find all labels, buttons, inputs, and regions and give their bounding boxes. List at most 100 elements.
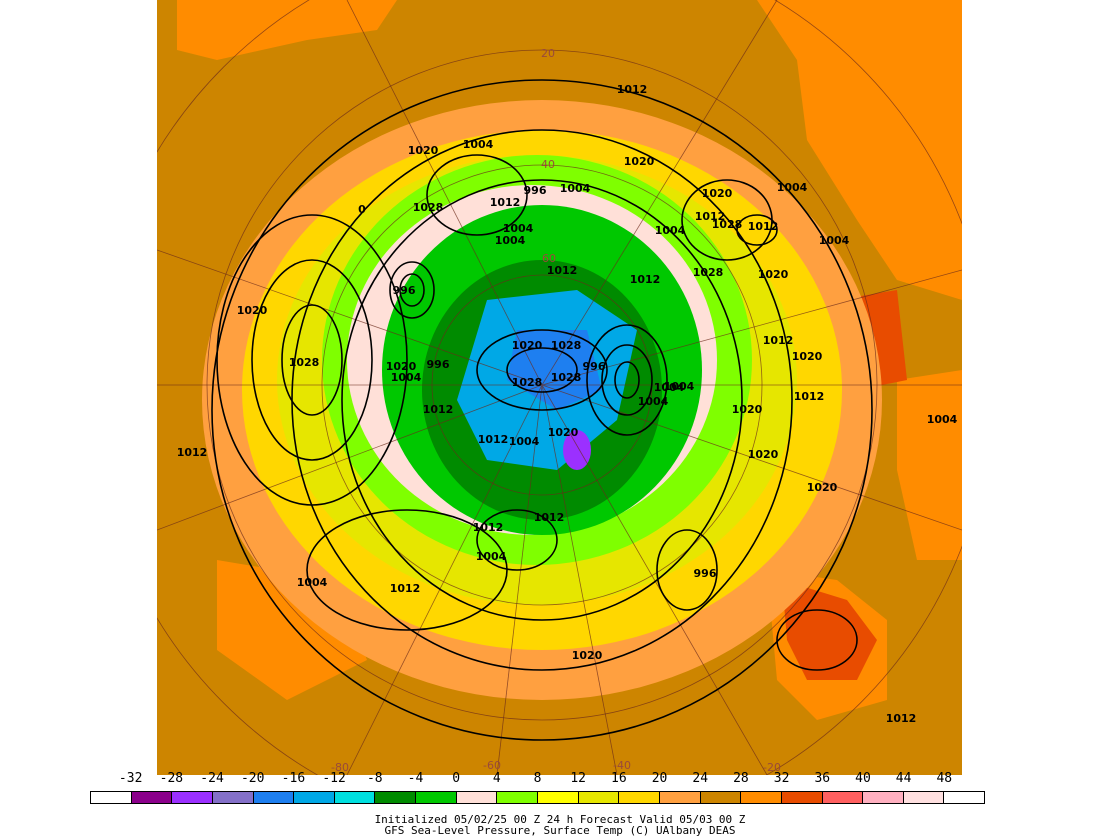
colorbar-swatch xyxy=(294,792,335,803)
contour-label: 1020 xyxy=(758,268,789,281)
contour-label: 996 xyxy=(427,358,450,371)
contour-label: 1012 xyxy=(473,521,504,534)
colorbar-swatch xyxy=(700,792,742,803)
contour-label: 1012 xyxy=(478,433,509,446)
contour-label: 1012 xyxy=(794,390,825,403)
contour-label: 1028 xyxy=(712,218,743,231)
contour-label: 1004 xyxy=(927,413,958,426)
contour-label: 1004 xyxy=(560,182,591,195)
colorbar-swatch xyxy=(538,792,579,803)
contour-label: 1020 xyxy=(732,403,763,416)
latitude-label: -80 xyxy=(331,761,349,774)
colorbar-swatch xyxy=(903,792,945,803)
colorbar-swatch xyxy=(863,792,904,803)
contour-label: 1012 xyxy=(630,273,661,286)
colorbar-swatch xyxy=(416,792,457,803)
temperature-field-colder xyxy=(507,330,602,410)
contour-label: 996 xyxy=(393,284,416,297)
contour-label: 1020 xyxy=(624,155,655,168)
latitude-labels: 20 40 60 -80 -60 -40 -20 xyxy=(331,47,781,774)
colorbar-swatch xyxy=(741,792,782,803)
contour-label: 1004 xyxy=(476,550,507,563)
latitude-label: -60 xyxy=(483,759,501,772)
colorbar-label: 40 xyxy=(855,771,871,786)
colorbar-label: -8 xyxy=(366,771,383,786)
contour-label: 1012 xyxy=(763,334,794,347)
contour-label: 1020 xyxy=(792,350,823,363)
latitude-label: -20 xyxy=(763,761,781,774)
contour-label: 1012 xyxy=(534,511,565,524)
contour-label: 1004 xyxy=(495,234,526,247)
colorbar-swatch xyxy=(822,792,864,803)
colorbar-label: -4 xyxy=(407,771,424,786)
colorbar-swatch xyxy=(944,792,985,803)
colorbar-swatch xyxy=(456,792,498,803)
contour-label: 1004 xyxy=(391,371,422,384)
contour-label: 1004 xyxy=(655,224,686,237)
contour-label: 1020 xyxy=(512,339,543,352)
latitude-label: 40 xyxy=(541,158,555,171)
contour-label: 1012 xyxy=(748,220,779,233)
latitude-label: -40 xyxy=(613,759,631,772)
contour-label: 1004 xyxy=(819,234,850,247)
colorbar-swatch xyxy=(578,792,620,803)
contour-label: 1020 xyxy=(386,360,417,373)
caption-line-1: Initialized 05/02/25 00 Z 24 h Forecast … xyxy=(374,813,746,826)
colorbar-label: 16 xyxy=(611,771,627,786)
colorbar-label: 28 xyxy=(733,771,749,786)
colorbar-label: 8 xyxy=(533,771,542,786)
contour-label: 1012 xyxy=(390,582,421,595)
contour-label: 1004 xyxy=(638,395,669,408)
contour-label: 996 xyxy=(694,567,717,580)
caption-line-2: GFS Sea-Level Pressure, Surface Temp (C)… xyxy=(384,824,736,837)
colorbar-labels: -32 -28 -24 -20 -16 -12 -8 -4 0 4 8 12 16 20 24 28 32 36 4… xyxy=(90,771,985,787)
contour-label: 1004 xyxy=(654,381,685,394)
contour-label: 0 xyxy=(358,203,366,216)
contour-label: 996 xyxy=(524,184,547,197)
contour-label: 1020 xyxy=(572,649,603,662)
contour-label: 1020 xyxy=(408,144,439,157)
colorbar-swatch xyxy=(781,792,823,803)
contour-label: 1028 xyxy=(693,266,724,279)
colorbar-label: -16 xyxy=(281,771,306,786)
contour-label: 1028 xyxy=(289,356,320,369)
colorbar-swatch xyxy=(334,792,376,803)
contour-label: 1012 xyxy=(423,403,454,416)
contour-label: 996 xyxy=(583,360,606,373)
colorbar-swatch xyxy=(375,792,417,803)
contour-label: 1012 xyxy=(547,264,578,277)
colorbar-swatch xyxy=(131,792,173,803)
latitude-label: 20 xyxy=(541,47,555,60)
contour-label: 1012 xyxy=(886,712,917,725)
colorbar-swatch xyxy=(619,792,660,803)
colorbar-label: 0 xyxy=(452,771,461,786)
colorbar-label: 32 xyxy=(773,771,790,786)
latitude-label: 60 xyxy=(542,252,556,265)
colorbar-label: -12 xyxy=(322,771,346,786)
colorbar-label: 4 xyxy=(492,771,501,786)
colorbar-label: -20 xyxy=(240,771,265,786)
contour-label: 1028 xyxy=(512,376,543,389)
temperature-field-hotter-se xyxy=(782,580,877,680)
contour-label: 1028 xyxy=(551,371,582,384)
colorbar-label: 36 xyxy=(814,771,831,786)
temperature-colorbar xyxy=(90,791,985,804)
colorbar-swatch xyxy=(659,792,701,803)
colorbar-swatch xyxy=(253,792,295,803)
contour-label: 1004 xyxy=(503,222,534,235)
weather-map: 1012 1020 1004 1004 1020 1028 0 996 1004 1012 1004… xyxy=(157,0,962,775)
colorbar-swatch xyxy=(172,792,213,803)
contour-label: 1004 xyxy=(463,138,494,151)
colorbar-label: -28 xyxy=(159,771,184,786)
contour-label: 1004 xyxy=(777,181,808,194)
temperature-field-coldest xyxy=(563,430,591,470)
colorbar-swatch xyxy=(91,792,132,803)
contour-label: 1012 xyxy=(695,210,726,223)
contour-label: 1028 xyxy=(413,201,444,214)
contour-label: 1004 xyxy=(664,380,695,393)
contour-label: 1020 xyxy=(237,304,268,317)
contour-label: 1004 xyxy=(509,435,540,448)
colorbar-label: 12 xyxy=(570,771,586,786)
contour-label: 1012 xyxy=(617,83,648,96)
